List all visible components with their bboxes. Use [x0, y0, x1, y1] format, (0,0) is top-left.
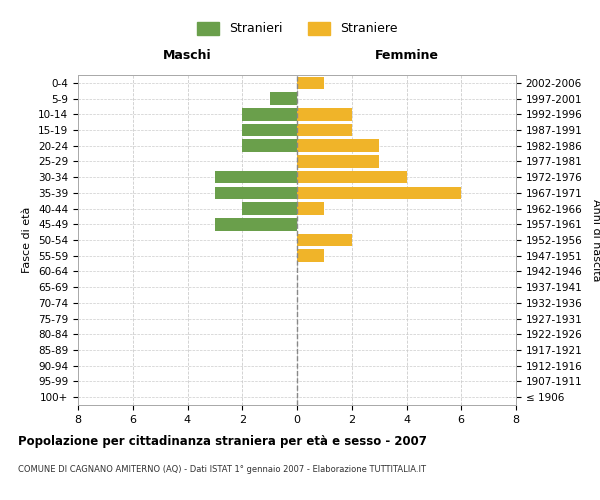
Bar: [269, 92, 297, 105]
Bar: [297, 76, 325, 89]
Bar: [297, 171, 407, 183]
Bar: [297, 108, 352, 120]
Bar: [297, 186, 461, 199]
Bar: [297, 250, 325, 262]
Bar: [297, 140, 379, 152]
Bar: [215, 186, 297, 199]
Y-axis label: Anni di nascita: Anni di nascita: [591, 198, 600, 281]
Y-axis label: Fasce di età: Fasce di età: [22, 207, 32, 273]
Bar: [297, 234, 352, 246]
Bar: [242, 202, 297, 215]
Text: Maschi: Maschi: [163, 50, 212, 62]
Bar: [297, 202, 325, 215]
Text: Popolazione per cittadinanza straniera per età e sesso - 2007: Popolazione per cittadinanza straniera p…: [18, 435, 427, 448]
Bar: [215, 218, 297, 230]
Bar: [242, 140, 297, 152]
Legend: Stranieri, Straniere: Stranieri, Straniere: [197, 22, 398, 36]
Bar: [242, 108, 297, 120]
Text: COMUNE DI CAGNANO AMITERNO (AQ) - Dati ISTAT 1° gennaio 2007 - Elaborazione TUTT: COMUNE DI CAGNANO AMITERNO (AQ) - Dati I…: [18, 465, 426, 474]
Bar: [215, 171, 297, 183]
Text: Femmine: Femmine: [374, 50, 439, 62]
Bar: [297, 124, 352, 136]
Bar: [297, 155, 379, 168]
Bar: [242, 124, 297, 136]
